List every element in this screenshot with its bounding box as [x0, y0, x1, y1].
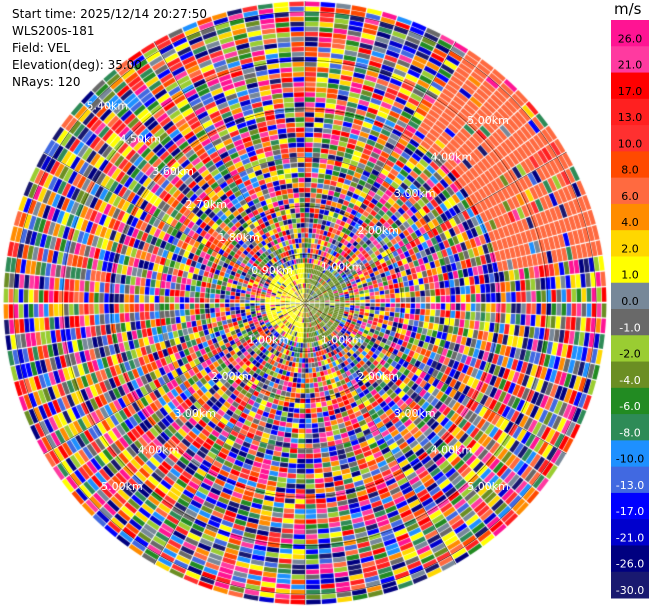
colorbar-tick: -17.0 [616, 505, 644, 518]
colorbar-swatch [611, 151, 649, 179]
azimuth-spoke [304, 302, 457, 565]
range-label: 1.80km [218, 231, 260, 244]
field-label: Field: VEL [12, 41, 71, 55]
azimuth-spoke [43, 302, 306, 455]
range-label: 2.70km [185, 198, 227, 211]
colorbar-tick: 21.0 [618, 59, 643, 72]
station-label: WLS200s-181 [12, 24, 95, 38]
azimuth-spoke [304, 41, 457, 304]
azimuth-spoke [304, 151, 567, 304]
colorbar-swatch [611, 177, 649, 205]
colorbar-swatch [611, 492, 649, 520]
range-label: 3.00km [174, 407, 216, 420]
colorbar-tick: 8.0 [621, 164, 639, 177]
colorbar-unit: m/s [614, 0, 642, 18]
colorbar-swatch [611, 387, 649, 415]
colorbar-swatch [611, 98, 649, 126]
colorbar-tick: -26.0 [616, 558, 644, 571]
colorbar-tick: -6.0 [619, 400, 640, 413]
colorbar-swatch [611, 46, 649, 74]
range-label: 4.50km [119, 132, 161, 145]
range-label: 5.00km [467, 114, 509, 127]
colorbar-tick: -10.0 [616, 453, 644, 466]
colorbar-tick: -13.0 [616, 479, 644, 492]
colorbar-tick: 26.0 [618, 32, 643, 45]
range-label: 3.60km [152, 165, 194, 178]
colorbar-swatch [611, 72, 649, 100]
range-label: 3.00km [394, 187, 436, 200]
azimuth-spoke [153, 41, 306, 304]
colorbar-tick: 10.0 [618, 137, 643, 150]
colorbar-swatch [611, 440, 649, 468]
colorbar-tick: 17.0 [618, 85, 643, 98]
nrays-label: NRays: 120 [12, 75, 81, 89]
range-label: 0.90km [251, 264, 293, 277]
colorbar-tick: -2.0 [619, 348, 640, 361]
range-label: 4.00km [138, 443, 180, 456]
range-label: 5.40km [87, 99, 129, 112]
colorbar-swatch [611, 282, 649, 310]
colorbar-tick: 1.0 [621, 269, 639, 282]
range-label: 4.00km [431, 443, 473, 456]
colorbar-swatch [611, 335, 649, 363]
range-label: 2.00km [357, 370, 399, 383]
colorbar-swatch [611, 125, 649, 152]
colorbar-tick: 4.0 [621, 216, 639, 229]
elevation-label: Elevation(deg): 35.00 [12, 58, 142, 72]
colorbar-tick: 2.0 [621, 242, 639, 255]
colorbar-swatch [611, 414, 649, 441]
colorbar-swatch [611, 466, 649, 494]
colorbar-tick: -4.0 [619, 374, 640, 387]
colorbar-tick: 0.0 [621, 295, 639, 308]
range-label: 5.00km [467, 480, 509, 493]
range-label: 1.00km [321, 334, 363, 347]
colorbar-tick: 6.0 [621, 190, 639, 203]
colorbar-swatch [611, 545, 649, 573]
colorbar-swatch [611, 309, 649, 336]
colorbar-tick: 13.0 [618, 111, 643, 124]
range-label: 5.00km [101, 480, 143, 493]
range-label: 1.00km [248, 334, 290, 347]
colorbar-swatch [611, 230, 649, 257]
colorbar-tick: -8.0 [619, 426, 640, 439]
colorbar-tick: -21.0 [616, 531, 644, 544]
colorbar-swatch [611, 256, 649, 284]
start-time-label: Start time: 2025/12/14 20:27:50 [12, 7, 207, 21]
colorbar-swatch [611, 361, 649, 389]
range-label: 2.00km [211, 370, 253, 383]
azimuth-spoke [153, 302, 306, 565]
azimuth-spoke [304, 302, 567, 455]
range-label: 1.00km [321, 260, 363, 273]
range-label: 3.00km [394, 407, 436, 420]
colorbar-tick: -30.0 [616, 584, 644, 597]
colorbar-tick: -1.0 [619, 321, 640, 334]
colorbar-swatch [611, 571, 649, 599]
range-label: 2.00km [357, 224, 399, 237]
azimuth-spoke [43, 151, 306, 304]
colorbar-swatch [611, 519, 649, 546]
colorbar-swatch [611, 20, 649, 47]
range-label: 4.00km [431, 151, 473, 164]
colorbar-swatch [611, 203, 649, 231]
